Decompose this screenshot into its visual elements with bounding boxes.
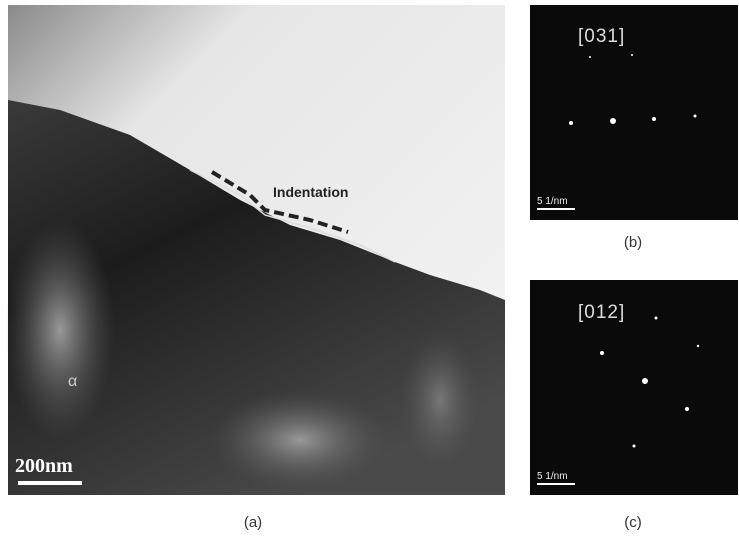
caption: (a) <box>244 514 262 531</box>
zone-axis: [031] <box>578 26 625 47</box>
caption: (c) <box>624 514 642 531</box>
panel-a: Indentation α 200nm (a) <box>5 5 505 531</box>
scale-bar-label: 5 1/nm <box>537 471 568 482</box>
grain <box>210 390 390 490</box>
grain <box>400 330 480 470</box>
panel-b: [031] 5 1/nm (b) <box>530 5 738 251</box>
diffraction-pattern <box>530 5 738 220</box>
phase-label: α <box>68 373 77 390</box>
figure: Indentation α 200nm (a) [031] 5 1/nm (b)… <box>0 0 739 538</box>
caption: (b) <box>624 234 642 251</box>
zone-axis: [012] <box>578 302 625 323</box>
diffraction-pattern <box>530 280 738 495</box>
scale-bar <box>537 208 575 210</box>
panel-c: [012] 5 1/nm (c) <box>530 280 738 531</box>
scale-bar <box>537 483 575 485</box>
scale-bar-label: 200nm <box>15 455 73 477</box>
grain <box>5 220 115 440</box>
annotation: Indentation <box>273 184 348 200</box>
scale-bar <box>18 481 82 485</box>
scale-bar-label: 5 1/nm <box>537 196 568 207</box>
